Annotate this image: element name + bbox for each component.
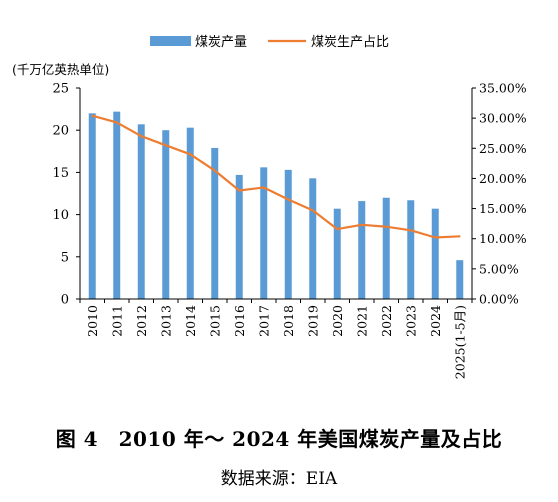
x-tick-label: 2011: [109, 305, 124, 337]
share-point-2011: [115, 121, 118, 124]
legend-bar-swatch: [150, 36, 191, 46]
bar-2020: [333, 208, 341, 299]
x-tick-label: 2013: [158, 305, 173, 337]
bar-2016: [235, 174, 243, 299]
bar-series: [88, 111, 464, 300]
share-point-2022: [385, 225, 388, 228]
bar-2010: [88, 113, 96, 299]
share-point-2023: [409, 229, 412, 232]
right-tick-label: 25.00%: [479, 141, 527, 156]
bar-2012: [137, 124, 145, 300]
share-point-2020: [336, 228, 339, 230]
share-point-2014: [189, 153, 192, 156]
x-tick-label: 2021: [354, 305, 369, 337]
right-tick-label: 20.00%: [479, 171, 527, 186]
left-tick-label: 0: [61, 293, 69, 308]
left-tick-label: 10: [52, 208, 69, 223]
x-tick-label: 2012: [134, 305, 149, 337]
share-point-2016: [238, 189, 241, 192]
left-tick-label: 15: [52, 166, 69, 181]
bar-2015: [211, 147, 219, 299]
bar-2013: [162, 130, 170, 299]
source-note: 数据来源：EIA: [220, 469, 338, 489]
legend-line-label: 煤炭生产占比: [311, 35, 389, 50]
share-point-2017: [262, 186, 265, 189]
share-point-2018: [287, 198, 290, 201]
left-axis-label: (千万亿英热单位): [12, 62, 109, 77]
left-tick-label: 25: [52, 82, 69, 97]
share-point-2024: [434, 236, 437, 239]
right-tick-label: 15.00%: [479, 201, 527, 216]
figure-caption: 图 4 2010 年～ 2024 年美国煤炭产量及占比: [55, 427, 503, 451]
left-tick-label: 5: [61, 250, 69, 265]
bar-2021: [358, 201, 366, 299]
x-tick-label: 2018: [281, 305, 296, 337]
share-point-2019: [311, 209, 314, 212]
axes: 0 5 10 15 20 25 0.00% 5.00% 10.00% 15.00% 20.00% 25…: [52, 81, 526, 380]
line-series: [91, 114, 461, 239]
x-tick-label: 2023: [403, 305, 418, 337]
bar-2014: [186, 127, 194, 299]
legend: 煤炭产量 煤炭生产占比: [150, 35, 389, 50]
bar-2025(1-5月): [456, 260, 464, 299]
legend-bar-label: 煤炭产量: [195, 35, 247, 50]
bar-2019: [309, 178, 317, 299]
x-tick-label: 2019: [305, 305, 320, 337]
x-tick-label: 2017: [256, 305, 271, 337]
right-tick-label: 5.00%: [479, 261, 519, 276]
share-point-2012: [140, 135, 143, 138]
bar-2024: [431, 208, 439, 299]
x-tick-label: 2015: [207, 305, 222, 337]
share-point-2015: [213, 169, 216, 172]
bar-2018: [284, 169, 292, 299]
x-tick-label: 2016: [232, 305, 247, 337]
bar-2022: [382, 197, 390, 299]
x-tick-label: 2022: [379, 305, 394, 337]
share-point-2013: [164, 144, 167, 147]
x-tick-label: 2010: [85, 305, 100, 337]
left-tick-label: 20: [52, 124, 69, 139]
bar-2011: [113, 111, 121, 299]
right-tick-label: 10.00%: [479, 231, 527, 246]
x-tick-label: 2025(1-5月): [452, 305, 467, 379]
bar-2023: [407, 200, 415, 299]
right-tick-label: 30.00%: [479, 111, 527, 126]
right-tick-label: 35.00%: [479, 81, 527, 96]
share-point-2010: [91, 114, 94, 117]
share-line: [92, 114, 460, 239]
x-tick-label: 2020: [330, 305, 345, 337]
share-point-2025(1-5月): [458, 235, 461, 238]
right-tick-label: 0.00%: [479, 292, 519, 307]
coal-production-chart: 煤炭产量 煤炭生产占比 (千万亿英热单位) 0 5 10 15 20 25 0.00% 5.00…: [12, 35, 527, 380]
x-tick-label: 2024: [428, 305, 443, 337]
bar-2017: [260, 167, 268, 299]
x-tick-label: 2014: [183, 305, 198, 337]
share-point-2021: [360, 223, 363, 226]
